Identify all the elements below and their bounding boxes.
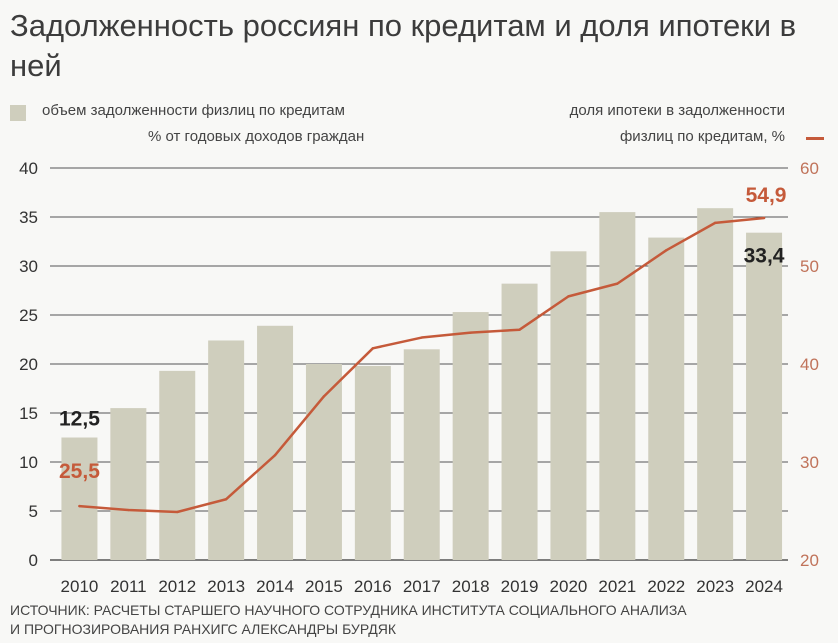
- bar-legend-label-line1: объем задолженности физлиц по кредитам: [42, 102, 345, 119]
- x-axis-tick-label: 2013: [207, 577, 245, 596]
- bar: [305, 364, 342, 560]
- line-point: [567, 295, 570, 298]
- left-axis-tick-label: 35: [19, 208, 38, 227]
- line-point: [420, 336, 423, 339]
- line-point: [371, 347, 375, 350]
- line-point: [224, 498, 228, 501]
- line-legend-label-line1: доля ипотеки в задолженности: [569, 102, 785, 119]
- line-point: [713, 221, 717, 225]
- bar-legend-swatch: [10, 105, 26, 121]
- x-axis-tick-label: 2015: [305, 577, 343, 596]
- right-axis-tick-label: 40: [800, 355, 819, 374]
- line-point: [469, 331, 472, 334]
- bar-data-label: 33,4: [744, 245, 785, 268]
- bar: [648, 237, 685, 560]
- bar: [110, 408, 147, 560]
- x-axis-tick-label: 2021: [598, 577, 636, 596]
- right-axis-tick-label: 20: [800, 551, 819, 570]
- line-point: [127, 508, 130, 512]
- line-point: [322, 395, 326, 398]
- source-note: ИСТОЧНИК: РАСЧЕТЫ СТАРШЕГО НАУЧНОГО СОТР…: [10, 601, 687, 639]
- left-axis-tick-label: 0: [29, 551, 38, 570]
- bar-data-label: 12,5: [59, 408, 100, 431]
- x-axis-tick-label: 2010: [61, 577, 99, 596]
- line-point: [273, 453, 277, 457]
- source-line1: ИСТОЧНИК: РАСЧЕТЫ СТАРШЕГО НАУЧНОГО СОТР…: [10, 602, 687, 618]
- left-axis-tick-label: 40: [19, 159, 38, 178]
- x-axis-tick-label: 2017: [403, 577, 441, 596]
- x-axis-tick-label: 2018: [452, 577, 490, 596]
- bar: [550, 251, 587, 561]
- left-axis-tick-label: 30: [19, 257, 38, 276]
- left-axis-tick-label: 5: [29, 502, 38, 521]
- line-legend-label-line2: физлиц по кредитам, %: [619, 128, 785, 145]
- source-line2: И ПРОГНОЗИРОВАНИЯ РАНХИГС АЛЕКСАНДРЫ БУР…: [10, 621, 396, 637]
- x-axis-tick-label: 2014: [256, 577, 294, 596]
- line-data-label: 25,5: [59, 460, 100, 483]
- left-axis-tick-label: 15: [19, 404, 38, 423]
- line-point: [665, 249, 668, 252]
- x-axis-tick-label: 2024: [745, 577, 783, 596]
- x-axis-tick-label: 2020: [550, 577, 588, 596]
- x-axis-tick-label: 2012: [158, 577, 196, 596]
- bar: [403, 349, 440, 560]
- chart-title: Задолженность россиян по кредитам и доля…: [10, 8, 797, 83]
- x-axis-tick-label: 2023: [696, 577, 734, 596]
- line-legend-swatch: [806, 137, 824, 140]
- bar: [746, 232, 783, 560]
- bar: [208, 340, 245, 560]
- line-point: [762, 216, 766, 220]
- right-axis-tick-label: 30: [800, 453, 819, 472]
- left-axis-tick-label: 10: [19, 453, 38, 472]
- bar: [697, 208, 734, 560]
- line-point: [78, 504, 81, 508]
- right-axis-tick-label: 50: [800, 257, 819, 276]
- x-axis-tick-label: 2022: [647, 577, 685, 596]
- x-axis-tick-label: 2011: [110, 577, 147, 596]
- left-axis-tick-label: 25: [19, 306, 38, 325]
- bar: [501, 283, 538, 560]
- bar: [354, 365, 391, 560]
- line-point: [616, 282, 619, 285]
- bar: [61, 437, 98, 560]
- x-axis-tick-label: 2016: [354, 577, 392, 596]
- bar: [257, 325, 294, 560]
- x-axis-tick-label: 2019: [501, 577, 539, 596]
- bar-legend-label-line2: % от годовых доходов граждан: [148, 128, 365, 145]
- right-axis-tick-label: 60: [800, 159, 819, 178]
- line-data-label: 54,9: [746, 184, 787, 207]
- bar: [159, 370, 196, 560]
- bar: [452, 312, 489, 560]
- left-axis-tick-label: 20: [19, 355, 38, 374]
- bar: [599, 212, 636, 560]
- line-point: [176, 510, 179, 514]
- line-point: [518, 328, 521, 331]
